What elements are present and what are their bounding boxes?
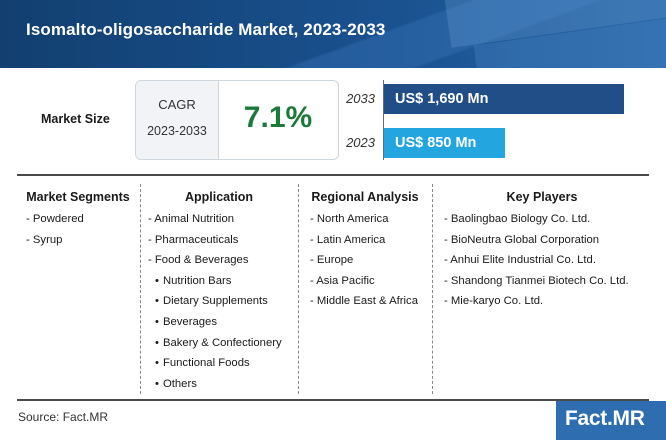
list-item: Others <box>148 376 282 397</box>
market-size-label: Market Size <box>41 112 110 126</box>
list-item: Functional Foods <box>148 355 282 376</box>
list-item: - Pharmaceuticals <box>148 233 239 246</box>
list-item: - Food & Beverages <box>148 254 249 267</box>
bar-year-2033: 2033 <box>346 91 375 106</box>
list-item: - Europe <box>310 254 354 267</box>
cagr-label: CAGR <box>158 97 196 112</box>
header-banner: Isomalto-oligosaccharide Market, 2023-20… <box>0 0 666 68</box>
column-divider <box>298 184 299 394</box>
list-item: - Latin America <box>310 233 386 246</box>
factmr-logo: Fact.MR <box>556 401 666 440</box>
list-item: - BioNeutra Global Corporation <box>444 233 600 246</box>
cagr-box: CAGR 2023-2033 7.1% <box>135 80 339 160</box>
column-divider <box>432 184 433 394</box>
players-list: - Baolingbao Biology Co. Ltd. - BioNeutr… <box>444 211 629 314</box>
divider-top <box>17 174 649 176</box>
list-item: - Anhui Elite Industrial Co. Ltd. <box>444 254 596 267</box>
application-list: - Animal Nutrition - Pharmaceuticals - F… <box>148 211 282 396</box>
list-item: - North America <box>310 213 389 225</box>
regional-list: - North America - Latin America - Europe… <box>310 211 418 314</box>
list-item: - Middle East & Africa <box>310 295 418 308</box>
page-title: Isomalto-oligosaccharide Market, 2023-20… <box>26 20 386 39</box>
list-item: Nutrition Bars <box>148 273 282 294</box>
list-item: - Animal Nutrition <box>148 213 235 225</box>
logo-text: Fact.MR <box>565 407 645 430</box>
header-decoration <box>406 0 666 68</box>
segments-heading: Market Segments <box>26 190 130 204</box>
list-item: - Baolingbao Biology Co. Ltd. <box>444 213 591 225</box>
list-item: - Powdered <box>26 213 84 225</box>
list-item: Beverages <box>148 314 282 335</box>
cagr-value: 7.1% <box>243 101 313 134</box>
application-heading: Application <box>184 190 254 204</box>
segments-list: - Powdered - Syrup <box>26 211 84 252</box>
bar-year-2023: 2023 <box>346 135 375 150</box>
list-item: - Asia Pacific <box>310 274 375 287</box>
list-item: - Shandong Tianmei Biotech Co. Ltd. <box>444 274 629 287</box>
divider-bottom <box>17 399 649 401</box>
list-item: Dietary Supplements <box>148 293 282 314</box>
cagr-left-panel: CAGR 2023-2033 <box>136 81 219 159</box>
bar-2023: US$ 850 Mn <box>384 128 505 158</box>
players-heading: Key Players <box>506 190 578 204</box>
list-item: - Syrup <box>26 233 63 246</box>
bar-axis <box>383 80 384 160</box>
list-item: Bakery & Confectionery <box>148 335 282 356</box>
bar-2033: US$ 1,690 Mn <box>384 84 624 114</box>
regional-heading: Regional Analysis <box>311 190 419 204</box>
list-item: - Mie-karyo Co. Ltd. <box>444 295 544 308</box>
cagr-period: 2023-2033 <box>147 124 207 138</box>
source-note: Source: Fact.MR <box>18 410 109 424</box>
column-divider <box>140 184 141 394</box>
